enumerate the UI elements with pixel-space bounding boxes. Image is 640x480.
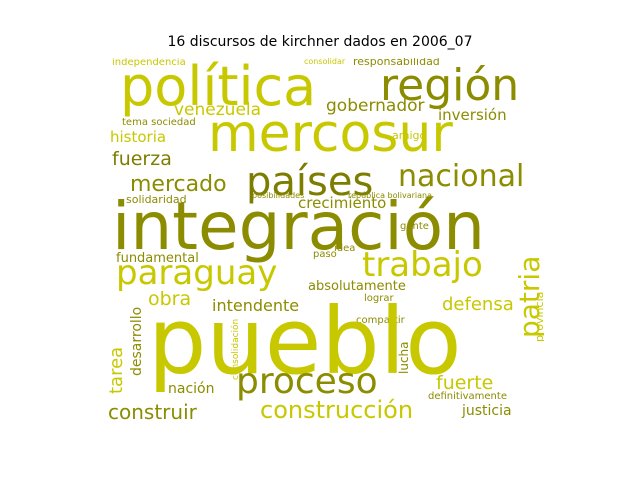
word-fundamental: fundamental bbox=[116, 251, 199, 266]
word-pueblo: pueblo bbox=[148, 288, 462, 395]
word-mercosur: mercosur bbox=[208, 104, 453, 164]
word-gente: gente bbox=[400, 221, 429, 232]
word-lograr: lograr bbox=[364, 293, 394, 304]
word-solidaridad: solidaridad bbox=[126, 193, 187, 206]
word-tema: tema sociedad bbox=[122, 117, 196, 128]
word-defensa: defensa bbox=[442, 294, 514, 315]
word-consolidar: consolidar bbox=[304, 58, 346, 66]
word-politica: política bbox=[120, 58, 317, 118]
word-integracion: integración bbox=[112, 188, 485, 265]
word-absolutamente: absolutamente bbox=[308, 279, 406, 294]
word-posibilidades: posibilidades bbox=[252, 191, 305, 200]
word-intendente: intendente bbox=[212, 296, 300, 315]
word-trabajo: trabajo bbox=[362, 245, 483, 285]
word-lucha: lucha bbox=[397, 341, 411, 375]
word-responsabilidad: responsabilidad bbox=[353, 58, 440, 68]
word-fuerte: fuerte bbox=[436, 372, 494, 394]
word-republica: república bolivariana bbox=[348, 191, 432, 200]
figure-title: 16 discursos de kirchner dados en 2006_0… bbox=[167, 34, 473, 50]
word-inversion: inversión bbox=[438, 106, 507, 124]
word-proceso: proceso bbox=[236, 361, 378, 402]
word-mercado: mercado bbox=[130, 172, 227, 197]
word-obra: obra bbox=[148, 288, 192, 310]
word-idea: idea bbox=[334, 243, 356, 254]
word-amigo: amigo bbox=[392, 129, 427, 142]
word-independencia: independencia bbox=[112, 58, 186, 68]
word-construir: construir bbox=[108, 400, 197, 424]
word-cloud: independencia responsabilidad consolidar… bbox=[108, 58, 544, 430]
word-paises: países bbox=[246, 159, 374, 205]
word-nacional: nacional bbox=[398, 159, 525, 194]
word-provincia: provincia bbox=[533, 291, 544, 342]
word-paraguay: paraguay bbox=[116, 253, 278, 293]
word-historia: historia bbox=[110, 128, 167, 146]
word-compartir: compartir bbox=[356, 315, 405, 326]
word-gobernador: gobernador bbox=[326, 96, 425, 116]
word-paso: paso bbox=[313, 249, 337, 260]
word-crecimiento: crecimiento bbox=[298, 194, 387, 212]
word-venezuela: venezuela bbox=[174, 100, 262, 120]
word-justicia: justicia bbox=[462, 403, 512, 419]
word-fuerza: fuerza bbox=[112, 148, 172, 170]
word-definitivamente: definitivamente bbox=[428, 391, 507, 402]
word-construccion: construcción bbox=[260, 396, 414, 424]
word-tarea: tarea bbox=[108, 346, 127, 394]
word-region: región bbox=[380, 60, 520, 111]
word-desarrollo: desarrollo bbox=[129, 306, 145, 376]
word-nacion: nación bbox=[168, 381, 215, 397]
